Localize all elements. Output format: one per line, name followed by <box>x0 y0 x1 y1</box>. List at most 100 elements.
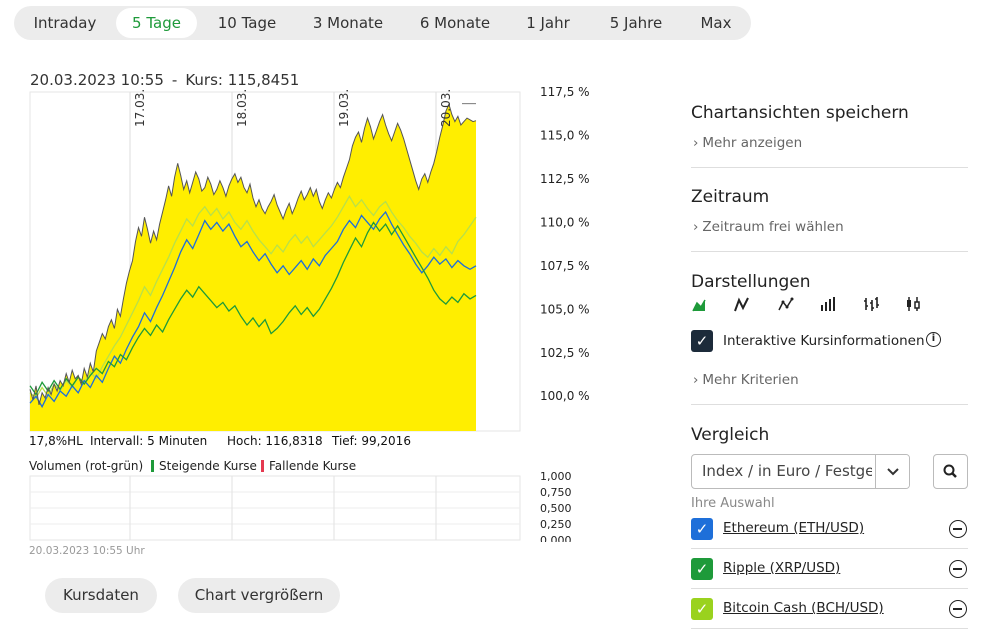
compare-search-button[interactable] <box>933 454 968 489</box>
rising-marker <box>151 460 154 472</box>
ohlc-chart-icon[interactable] <box>862 296 880 312</box>
interactive-info-checkbox[interactable]: ✓ <box>691 330 713 352</box>
falling-marker <box>261 460 264 472</box>
divider <box>691 251 968 252</box>
y-tick-label: 112,5 % <box>540 172 590 186</box>
divider <box>691 588 968 589</box>
period-tabs: Intraday 5 Tage 10 Tage 3 Monate 6 Monat… <box>14 6 751 40</box>
mehr-kriterien-link[interactable]: › Mehr Kriterien <box>693 372 799 388</box>
chevron-down-icon <box>887 468 899 476</box>
tab-1-jahr[interactable]: 1 Jahr <box>526 14 570 32</box>
ethereum-series-line <box>29 210 477 409</box>
mehr-kriterien-label: Mehr Kriterien <box>702 372 799 388</box>
stat-low: Tief: 99,2016 <box>332 434 411 448</box>
compare-select[interactable]: Index / in Euro / Festgeld <box>691 454 910 489</box>
volume-rising-legend: Steigende Kurse <box>151 459 257 473</box>
tab-5-jahre[interactable]: 5 Jahre <box>609 14 663 32</box>
volume-title: Volumen (rot-grün) <box>29 459 144 473</box>
bitcoin-cash-link[interactable]: Bitcoin Cash (BCH/USD) <box>723 600 884 616</box>
line-chart-icon[interactable] <box>733 296 751 312</box>
tab-max[interactable]: Max <box>700 14 732 32</box>
zeitraum-link[interactable]: › Zeitraum frei wählen <box>693 219 844 235</box>
remove-ethereum-icon[interactable] <box>949 520 967 538</box>
ethereum-link[interactable]: Ethereum (ETH/USD) <box>723 520 865 536</box>
main-series-area <box>30 104 476 431</box>
remove-bitcoin-cash-icon[interactable] <box>949 600 967 618</box>
volume-tick-label: 0,500 <box>540 502 572 515</box>
save-views-title: Chartansichten speichern <box>691 103 909 123</box>
kurs-value: 115,8451 <box>227 71 300 89</box>
ripple-checkbox[interactable]: ✓ <box>691 558 713 580</box>
price-chart[interactable]: 17.03. 18.03. 19.03. 20.03. 117,5 %115,0 %1… <box>0 85 600 435</box>
y-axis-ticks: 117,5 % 115,0 % 112,5 % 110,0 % 107,5 % 105,0… <box>540 85 590 403</box>
darstellungen-title: Darstellungen <box>691 272 811 292</box>
vergleich-title: Vergleich <box>691 425 770 445</box>
rising-label: Steigende Kurse <box>159 459 257 473</box>
chart-header-separator: - <box>171 71 178 89</box>
chart-header: 20.03.2023 10:55- Kurs: 115,8451 <box>30 71 299 89</box>
date-marker-label: 20.03. <box>439 89 453 127</box>
volume-tick-label: 1,000 <box>540 472 572 483</box>
chart-timestamp: 20.03.2023 10:55 Uhr <box>29 545 145 557</box>
kurs-label: Kurs: <box>185 71 223 89</box>
y-tick-label: 105,0 % <box>540 302 590 316</box>
divider <box>691 404 968 405</box>
date-marker-label: 19.03. <box>337 89 351 127</box>
tab-3-monate[interactable]: 3 Monate <box>312 14 384 32</box>
ripple-series-line <box>29 221 477 396</box>
volume-ticks: 1,000 0,750 0,500 0,250 0,000 <box>540 472 572 542</box>
chart-enlarge-button[interactable]: Chart vergrößern <box>178 578 340 613</box>
tab-5-tage[interactable]: 5 Tage <box>116 8 197 38</box>
line-points-chart-icon[interactable] <box>777 296 795 312</box>
compare-select-toggle[interactable] <box>875 455 909 488</box>
tab-6-monate[interactable]: 6 Monate <box>419 14 491 32</box>
kursdaten-button[interactable]: Kursdaten <box>45 578 157 613</box>
compare-select-value: Index / in Euro / Festgeld <box>702 462 872 480</box>
y-tick-label: 110,0 % <box>540 215 590 229</box>
tab-intraday[interactable]: Intraday <box>33 14 97 32</box>
chevron-right-icon: › <box>693 372 699 388</box>
mehr-anzeigen-label: Mehr anzeigen <box>702 135 803 151</box>
stat-interval: Intervall: 5 Minuten <box>90 434 208 448</box>
volume-tick-label: 0,750 <box>540 486 572 499</box>
date-marker-label: 18.03. <box>235 89 249 127</box>
volume-tick-label: 0,000 <box>540 534 572 542</box>
chart-area-layer <box>29 102 477 431</box>
volume-chart: 1,000 0,750 0,500 0,250 0,000 <box>29 472 572 542</box>
remove-ripple-icon[interactable] <box>949 560 967 578</box>
zeitraum-title: Zeitraum <box>691 187 770 207</box>
volume-bars-icon[interactable] <box>820 296 838 312</box>
interactive-info-label: Interaktive Kursinformationen <box>723 333 925 349</box>
divider <box>691 628 968 629</box>
y-tick-label: 102,5 % <box>540 346 590 360</box>
mehr-anzeigen-link[interactable]: › Mehr anzeigen <box>693 135 802 151</box>
y-tick-label: 107,5 % <box>540 259 590 273</box>
y-tick-label: 117,5 % <box>540 85 590 99</box>
divider <box>691 167 968 168</box>
falling-label: Fallende Kurse <box>269 459 357 473</box>
chart-datetime: 20.03.2023 10:55 <box>30 71 164 89</box>
y-tick-label: 115,0 % <box>540 128 590 142</box>
divider <box>691 548 968 549</box>
search-icon <box>943 464 957 478</box>
chevron-right-icon: › <box>693 135 699 151</box>
info-icon[interactable]: i <box>926 332 941 347</box>
tab-10-tage[interactable]: 10 Tage <box>217 14 277 32</box>
bitcoin-cash-series-line <box>29 195 477 400</box>
area-chart-icon[interactable] <box>692 296 710 312</box>
stat-hl: 17,8%HL <box>29 434 83 448</box>
bitcoin-cash-checkbox[interactable]: ✓ <box>691 598 713 620</box>
volume-tick-label: 0,250 <box>540 518 572 531</box>
volume-grid <box>29 475 521 541</box>
chevron-right-icon: › <box>693 219 699 235</box>
date-markers: 17.03. 18.03. 19.03. 20.03. <box>133 89 453 127</box>
candlestick-chart-icon[interactable] <box>904 296 922 312</box>
selection-label: Ihre Auswahl <box>691 496 775 511</box>
stat-high: Hoch: 116,8318 <box>227 434 323 448</box>
main-series-line <box>29 102 477 406</box>
y-tick-label: 100,0 % <box>540 389 590 403</box>
volume-falling-legend: Fallende Kurse <box>261 459 356 473</box>
date-marker-label: 17.03. <box>133 89 147 127</box>
ethereum-checkbox[interactable]: ✓ <box>691 518 713 540</box>
ripple-link[interactable]: Ripple (XRP/USD) <box>723 560 841 576</box>
